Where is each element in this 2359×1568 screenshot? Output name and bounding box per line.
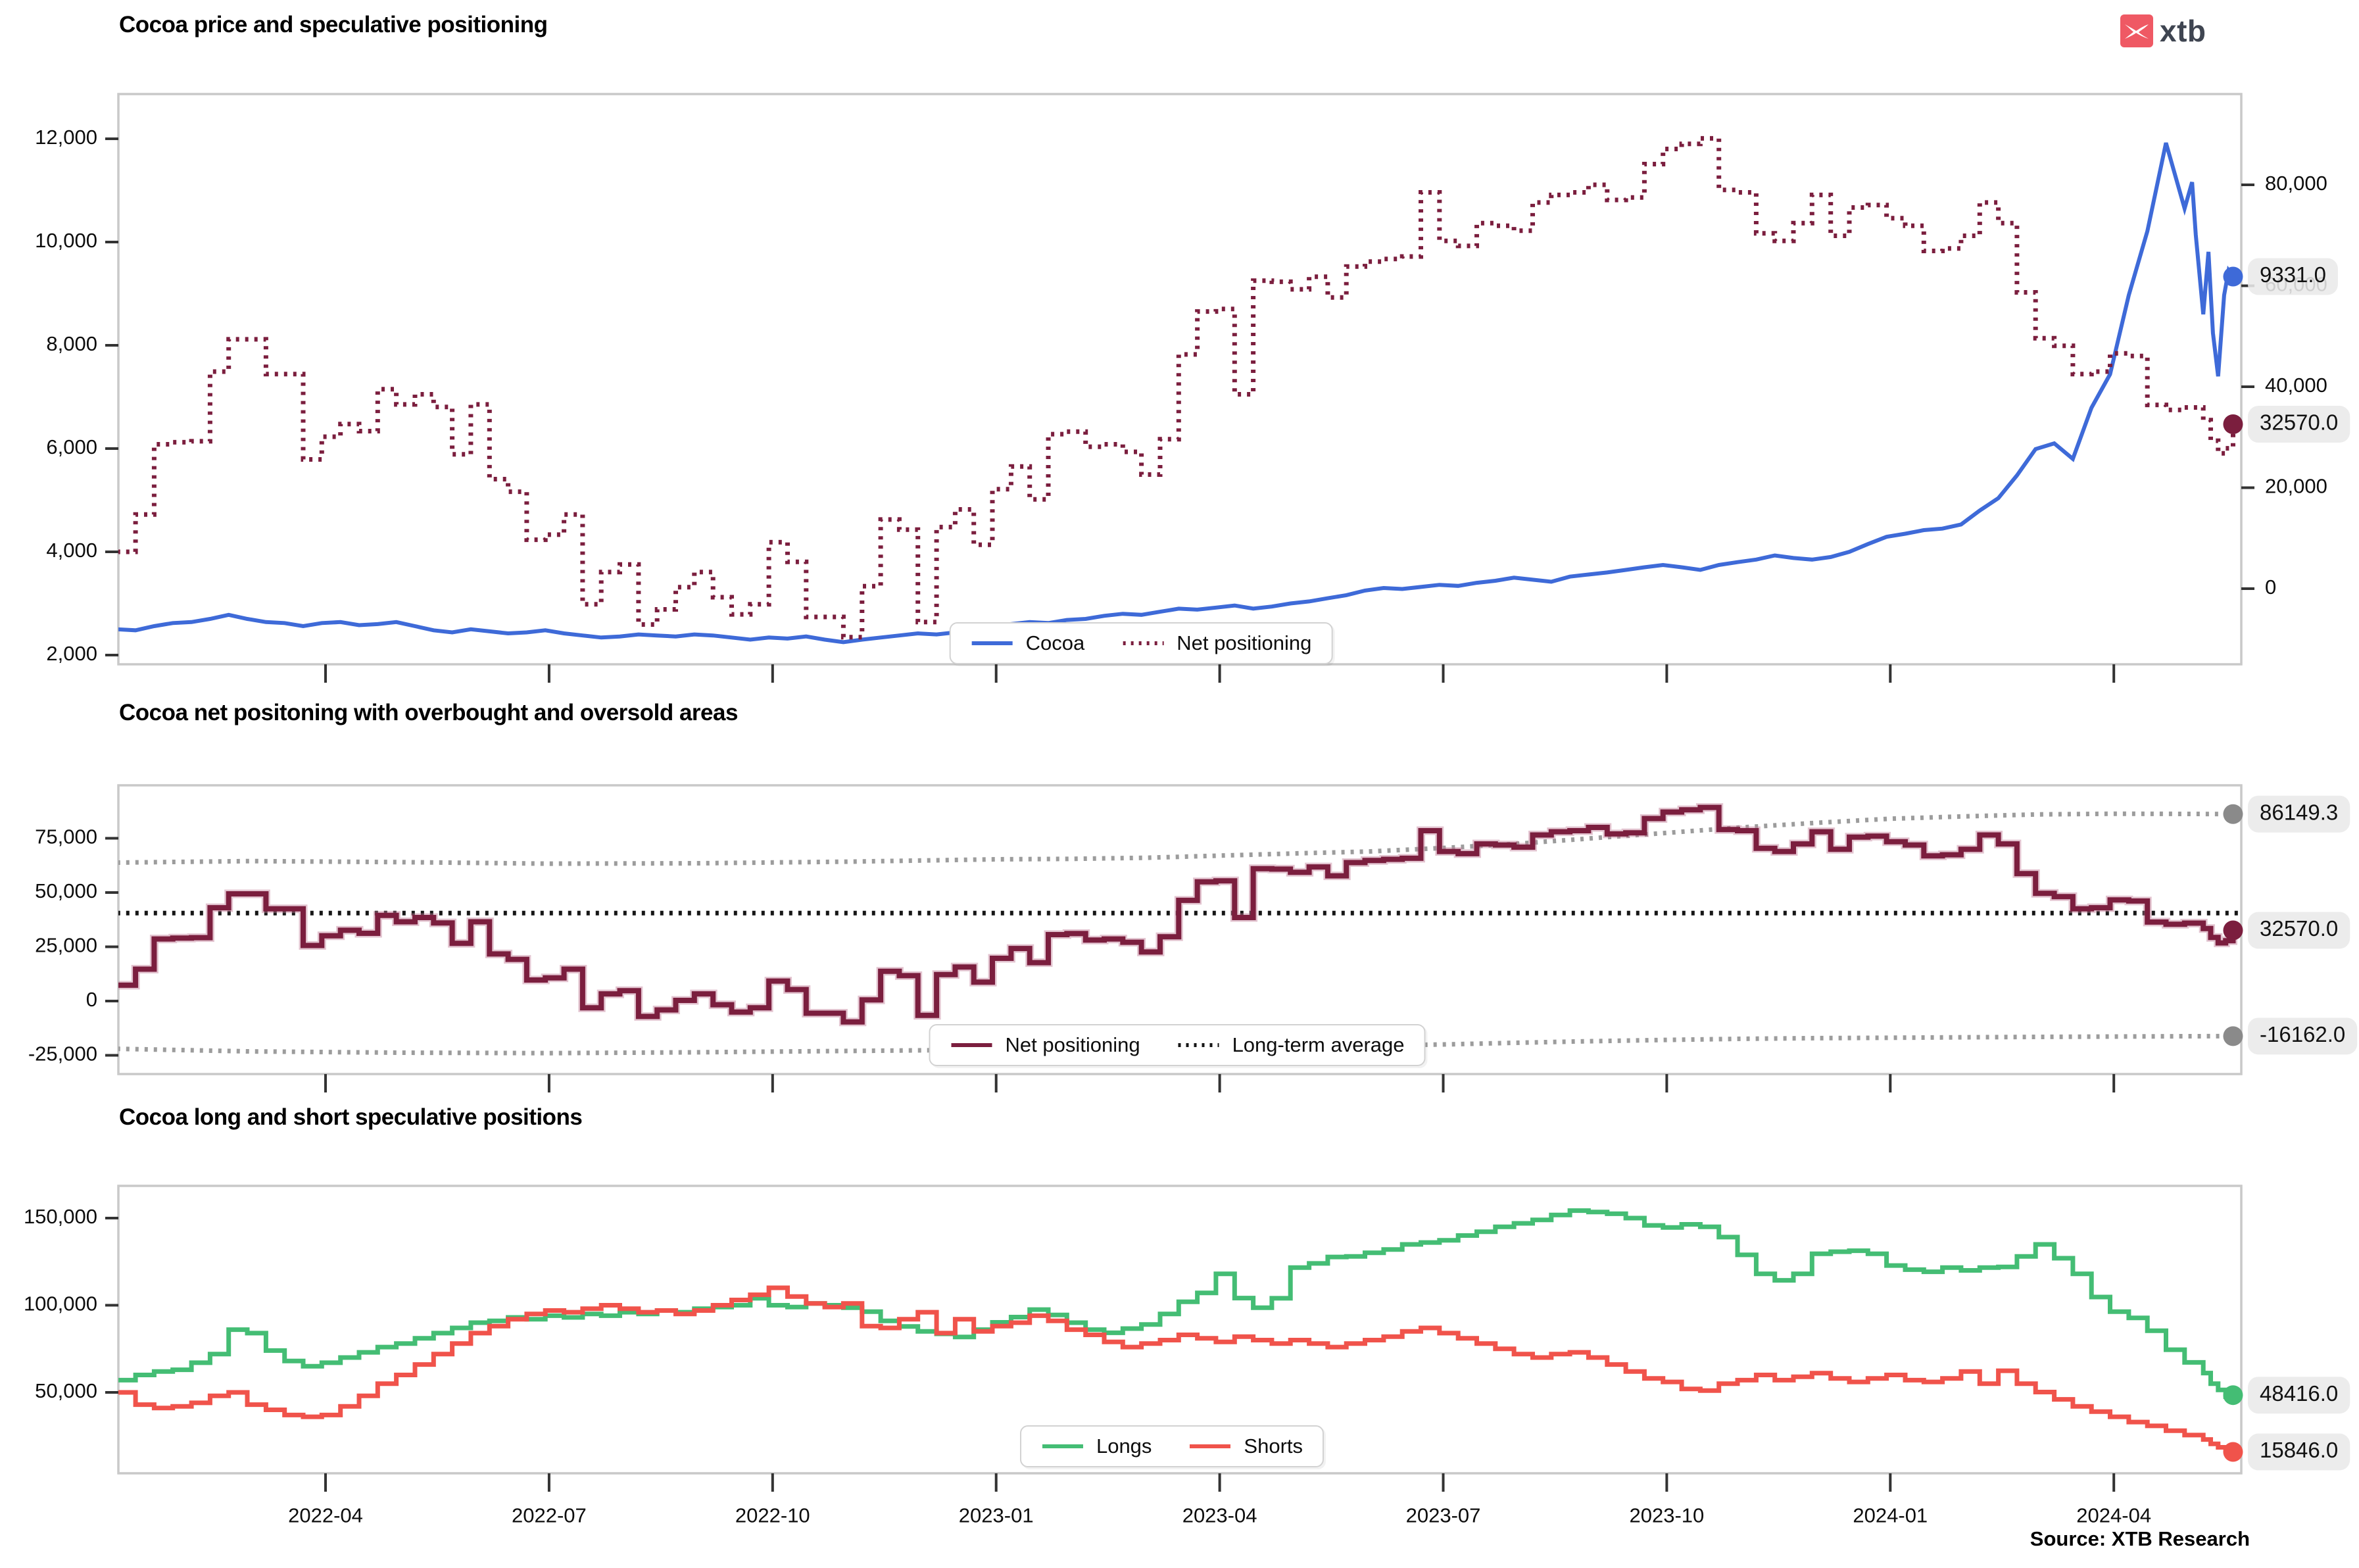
- y-tick-label: 10,000: [35, 229, 97, 252]
- x-tick-label: 2024-01: [1853, 1504, 1928, 1527]
- y-tick-label: 2,000: [46, 642, 97, 665]
- legend-panel-3: Longs Shorts: [1019, 1425, 1325, 1467]
- legend-item: Long-term average: [1177, 1033, 1405, 1057]
- legend-swatch-solid: [971, 641, 1013, 645]
- panel-1: 12,00010,0008,0006,0004,0002,00080,00060…: [35, 93, 2350, 683]
- legend-panel-2: Net positioning Long-term average: [929, 1024, 1426, 1066]
- value-pill: 32570.0: [2248, 406, 2350, 443]
- value-pill-text: 9331.0: [2260, 262, 2326, 287]
- plot-border: [117, 93, 2243, 666]
- end-dot-oversold-level: [2223, 1026, 2243, 1046]
- value-pill-bg: [2248, 406, 2350, 443]
- x-tick-label: 2022-10: [735, 1504, 810, 1527]
- series-cocoa: [118, 142, 2235, 645]
- end-dot-cocoa: [2223, 266, 2243, 287]
- value-pill-bg: [2248, 1433, 2350, 1471]
- y-tick-label: 50,000: [35, 1379, 97, 1402]
- legend-label: Longs: [1096, 1434, 1152, 1458]
- swallow-x-icon: [2120, 14, 2153, 47]
- end-dot-shorts: [2223, 1442, 2243, 1462]
- y-tick-right-label: 0: [2265, 576, 2276, 599]
- xtb-logo: xtb: [2120, 14, 2206, 47]
- source-note: Source: XTB Research: [2030, 1527, 2250, 1550]
- panel2-title: Cocoa net positoning with overbought and…: [119, 700, 738, 725]
- legend-item: Longs: [1041, 1434, 1152, 1458]
- value-pill-text: 32570.0: [2260, 916, 2338, 941]
- value-pill-text: 48416.0: [2260, 1381, 2338, 1406]
- panel-2: 75,000 50,000 25,000 0 -25,000 86149.3 -16162.…: [28, 784, 2358, 1092]
- legend-label: Net positioning: [1177, 631, 1312, 654]
- legend-label: Net positioning: [1005, 1033, 1140, 1056]
- value-pill-text: 32570.0: [2260, 410, 2338, 435]
- y-tick-label: 25,000: [35, 934, 97, 957]
- x-tick-label: 2022-04: [288, 1504, 363, 1527]
- x-tick-label: 2022-07: [512, 1504, 587, 1527]
- value-pill: -16162.0: [2248, 1017, 2358, 1055]
- legend-swatch-solid: [951, 1043, 992, 1047]
- end-dot-net-positioning: [2223, 414, 2243, 435]
- series-halo: [118, 803, 2237, 1027]
- legend-label: Shorts: [1244, 1434, 1303, 1458]
- value-pill-bg: [2248, 1017, 2358, 1055]
- x-tick-label: 2024-04: [2076, 1504, 2151, 1527]
- value-pill-text: 86149.3: [2260, 800, 2338, 824]
- series-oversold-level: [118, 1033, 2233, 1056]
- y-tick-label: 50,000: [35, 879, 97, 902]
- panel1-title: Cocoa price and speculative positioning: [119, 12, 548, 37]
- value-pill-bg: [2248, 1377, 2350, 1414]
- legend-swatch-dotted: [1178, 1043, 1219, 1047]
- value-pill-text: -16162.0: [2260, 1022, 2345, 1046]
- legend-item: Shorts: [1188, 1434, 1303, 1458]
- series-longs: [118, 1208, 2235, 1400]
- y-tick-label: 6,000: [46, 435, 97, 458]
- y-tick-label: 8,000: [46, 332, 97, 355]
- x-tick-label: 2023-04: [1182, 1504, 1257, 1527]
- value-pill: 86149.3: [2248, 795, 2350, 833]
- legend-panel-1: Cocoa Net positioning: [949, 622, 1333, 664]
- legend-label: Long-term average: [1232, 1033, 1405, 1056]
- x-tick-label: 2023-10: [1630, 1504, 1705, 1527]
- panel3-title: Cocoa long and short speculative positio…: [119, 1104, 583, 1130]
- legend-swatch-solid: [1042, 1444, 1083, 1448]
- series-net-positioning: [118, 804, 2236, 1025]
- value-pill: 32570.0: [2248, 912, 2350, 949]
- series-net-positioning: [118, 135, 2235, 640]
- y-tick-label: 4,000: [46, 539, 97, 562]
- x-tick-label: 2023-01: [959, 1504, 1034, 1527]
- y-tick-right-label: 80,000: [2265, 172, 2327, 195]
- value-pill-bg: [2248, 795, 2350, 833]
- legend-label: Cocoa: [1025, 631, 1085, 654]
- series-overbought-level: [118, 811, 2233, 866]
- value-pill: 9331.0: [2248, 258, 2338, 295]
- y-tick-label: 0: [86, 988, 97, 1011]
- y-tick-label: 150,000: [24, 1205, 97, 1228]
- value-pill-bg: [2248, 912, 2350, 949]
- y-tick-label: 100,000: [24, 1292, 97, 1315]
- y-tick-right-label: 20,000: [2265, 475, 2327, 498]
- panel-3: 2022-04 2022-07 2022-10 2023-01 2023-04 2023-…: [24, 1185, 2350, 1527]
- x-tick-label: 2023-07: [1406, 1504, 1481, 1527]
- series-shorts: [118, 1285, 2235, 1453]
- legend-item: Net positioning: [950, 1033, 1140, 1057]
- y-tick-right-label: 40,000: [2265, 374, 2327, 397]
- end-dot-net-positioning: [2223, 920, 2243, 941]
- xtb-logo-text: xtb: [2160, 14, 2206, 48]
- value-pill-bg: [2248, 258, 2338, 295]
- legend-item: Cocoa: [971, 631, 1085, 655]
- y-tick-label: -25,000: [28, 1042, 97, 1066]
- legend-item: Net positioning: [1121, 631, 1311, 655]
- y-tick-label: 75,000: [35, 825, 97, 848]
- value-pill: 15846.0: [2248, 1433, 2350, 1471]
- legend-swatch-solid: [1190, 1444, 1231, 1448]
- value-pill: 48416.0: [2248, 1377, 2350, 1414]
- legend-swatch-dotted: [1123, 641, 1164, 645]
- plot-border: [117, 1185, 2243, 1475]
- value-pill-text: 15846.0: [2260, 1438, 2338, 1462]
- end-dot-overbought-level: [2223, 804, 2243, 824]
- y-tick-label: 12,000: [35, 126, 97, 149]
- end-dot-longs: [2223, 1385, 2243, 1406]
